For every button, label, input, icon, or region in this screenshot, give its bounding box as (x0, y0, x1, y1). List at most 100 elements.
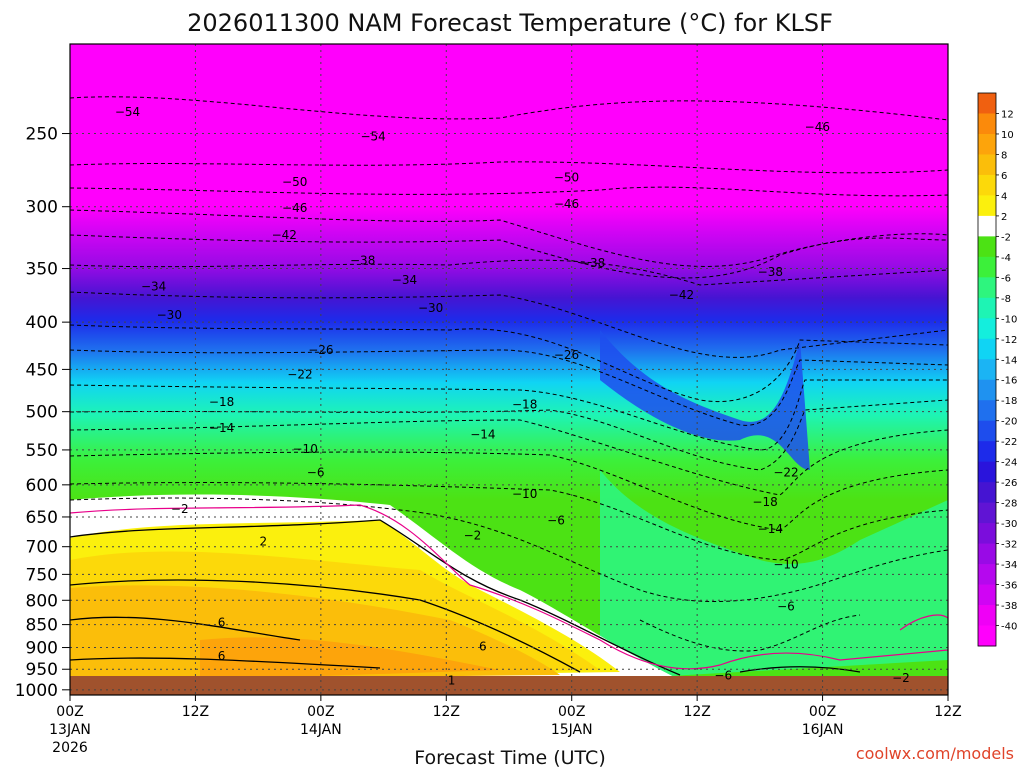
isotherm-lines (70, 96, 948, 652)
colorbar-label: -38 (1001, 601, 1017, 612)
warm-isotherm-lines (70, 519, 861, 676)
colorbar-swatch (978, 564, 996, 586)
contour-label: −50 (282, 175, 307, 189)
cold-trough-shading (600, 330, 810, 470)
colorbar-label: -22 (1001, 437, 1017, 448)
colorbar-label: 4 (1001, 191, 1007, 202)
y-tick-label: 450 (26, 360, 58, 380)
ground-surface (70, 676, 948, 695)
contour-label: −54 (360, 130, 385, 144)
y-axis: 250 300 350 400 450 500 550 600 650 700 750 800 850 9… (15, 125, 70, 701)
colorbar: 12 10 8 6 4 2 -2 -4 -6 -8 -10 -12 -14 -16 -18 -20 -22 -24… (977, 92, 1017, 647)
contour-label: −6 (777, 599, 795, 613)
contour-label: 6 (218, 649, 226, 663)
colorbar-swatch (978, 215, 996, 237)
colorbar-swatch (978, 502, 996, 524)
contour-label: −50 (554, 171, 579, 185)
contour-label: −38 (580, 256, 605, 270)
warm-layer-orange (70, 585, 560, 680)
x-tick-label-date: 15JAN (551, 722, 593, 738)
contour-label: −30 (157, 308, 182, 322)
colorbar-swatch (978, 400, 996, 422)
contour-label: −14 (758, 522, 783, 536)
y-tick-label: 600 (26, 476, 58, 496)
colorbar-swatch (978, 113, 996, 135)
contour-label: −2 (892, 671, 910, 685)
contour-label: −46 (282, 201, 307, 215)
contour-label: −34 (392, 273, 417, 287)
colorbar-label: -2 (1001, 232, 1011, 243)
contour-label: −2 (464, 529, 482, 543)
y-tick-label: 500 (26, 403, 58, 423)
x-tick-label-date: 16JAN (802, 722, 844, 738)
y-tick-label: 1000 (15, 681, 58, 701)
colorbar-swatch (978, 318, 996, 340)
colorbar-swatch (978, 256, 996, 278)
colorbar-label: -26 (1001, 478, 1017, 489)
contour-label: −46 (554, 197, 579, 211)
contour-label: −18 (512, 397, 537, 411)
colorbar-label: -14 (1001, 355, 1017, 366)
y-tick-label: 300 (26, 198, 58, 218)
contour-label: −10 (293, 442, 318, 456)
contour-label: 2 (260, 535, 268, 549)
x-tick-label-year: 2026 (52, 740, 88, 756)
contour-label: −26 (308, 343, 333, 357)
contour-label: −54 (115, 105, 140, 119)
colorbar-label: -40 (1001, 622, 1017, 633)
x-tick-label-time: 00Z (307, 704, 334, 720)
colorbar-swatch (978, 154, 996, 176)
contour-label: −34 (141, 279, 166, 293)
y-tick-label: 800 (26, 591, 58, 611)
colorbar-label: -10 (1001, 314, 1017, 325)
colorbar-label: -16 (1001, 376, 1017, 387)
contour-label: −14 (209, 421, 234, 435)
colorbar-swatch (978, 461, 996, 483)
y-tick-label: 950 (26, 660, 58, 680)
colorbar-swatch (978, 523, 996, 545)
contour-label: −6 (714, 669, 732, 683)
contour-label: −46 (805, 120, 830, 134)
y-tick-label: 550 (26, 441, 58, 461)
colorbar-label: 10 (1001, 130, 1014, 141)
colorbar-label: -28 (1001, 499, 1017, 510)
cold-pool-shading (600, 470, 948, 680)
plot-area: −54−54−50 −50−46 −46−46−42−42−38 −38−38−34−… (70, 44, 948, 695)
contour-label: −38 (758, 265, 783, 279)
grid-lines (70, 44, 948, 695)
colorbar-label: -12 (1001, 335, 1017, 346)
colorbar-swatch (978, 338, 996, 360)
colorbar-label: -18 (1001, 396, 1017, 407)
y-tick-label: 250 (26, 125, 58, 145)
colorbar-label: 6 (1001, 171, 1007, 182)
colorbar-swatch (978, 379, 996, 401)
colorbar-label: 8 (1001, 150, 1007, 161)
x-axis: 00Z 13JAN 2026 12Z 00Z 14JAN 12Z 00Z 15JAN 12Z 00Z… (49, 695, 962, 756)
contour-label: −26 (554, 348, 579, 362)
contour-label: 6 (218, 616, 226, 630)
x-axis-title: Forecast Time (UTC) (414, 747, 605, 768)
colorbar-swatch (978, 133, 996, 155)
x-tick-label-time: 12Z (182, 704, 209, 720)
y-tick-label: 900 (26, 639, 58, 659)
x-tick-label-time: 00Z (809, 704, 836, 720)
colorbar-swatch (978, 195, 996, 217)
y-tick-label: 400 (26, 313, 58, 333)
y-tick-label: 700 (26, 538, 58, 558)
x-tick-label-date: 13JAN (49, 722, 91, 738)
contour-label: −22 (773, 466, 798, 480)
colorbar-label: -4 (1001, 253, 1011, 264)
contour-label: 6 (479, 640, 487, 654)
colorbar-label: -8 (1001, 294, 1011, 305)
colorbar-label: -34 (1001, 560, 1017, 571)
colorbar-swatch (978, 93, 996, 114)
colorbar-swatch (978, 297, 996, 319)
colorbar-swatch (978, 605, 996, 627)
credit-text: coolwx.com/models (856, 744, 1014, 763)
y-tick-label: 350 (26, 260, 58, 280)
contour-labels: −54−54−50 −50−46 −46−46−42−42−38 −38−38−34−… (115, 105, 910, 687)
colorbar-label: -6 (1001, 273, 1011, 284)
colorbar-label: -20 (1001, 417, 1017, 428)
colorbar-swatch (978, 236, 996, 258)
